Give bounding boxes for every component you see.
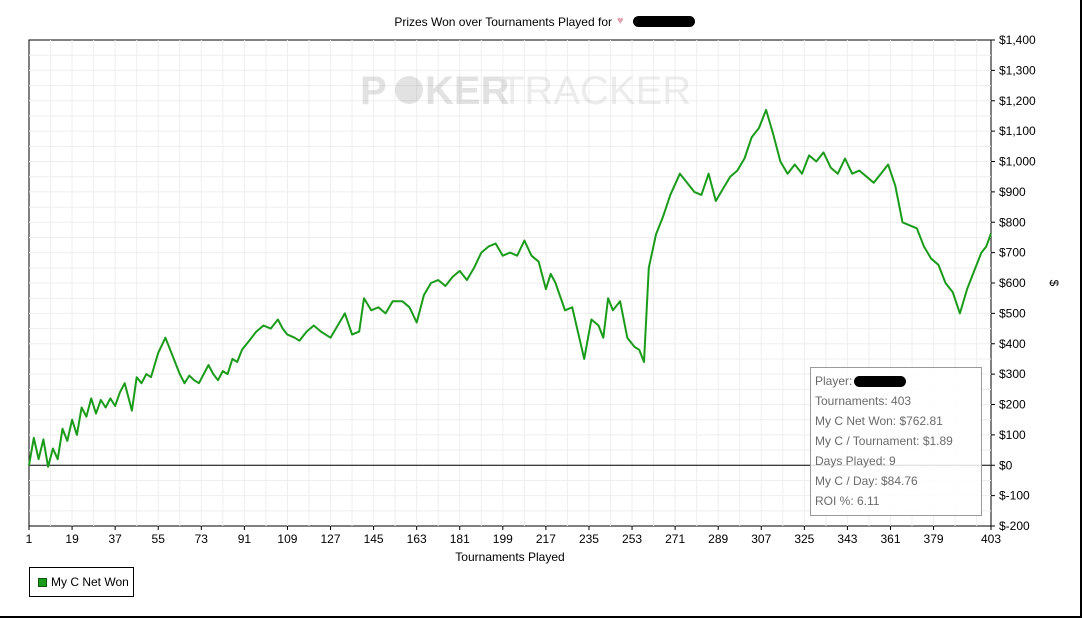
x-tick-label: 379 xyxy=(924,532,944,546)
y-axis-ticks: $-200 $-100 $0 $100 $200 $300 $400 $500 $600 $700… xyxy=(991,33,1036,533)
stat-player: Player: xyxy=(815,371,981,391)
grid-lines xyxy=(29,40,991,526)
y-tick-label: $100 xyxy=(999,428,1026,442)
y-tick-label: $400 xyxy=(999,337,1026,351)
x-tick-label: 199 xyxy=(493,532,513,546)
x-tick-label: 325 xyxy=(794,532,814,546)
stat-days-played: Days Played: 9 xyxy=(815,454,896,468)
x-tick-label: 55 xyxy=(152,532,166,546)
y-tick-label: $900 xyxy=(999,185,1026,199)
legend: My C Net Won xyxy=(29,567,134,597)
stat-net-won: My C Net Won: $762.81 xyxy=(815,414,943,428)
y-tick-label: $200 xyxy=(999,398,1026,412)
y-tick-label: $0 xyxy=(999,458,1013,472)
x-tick-label: 19 xyxy=(65,532,79,546)
y-tick-label: $-200 xyxy=(999,519,1030,533)
stat-roi: ROI %: 6.11 xyxy=(815,494,880,508)
y-axis-title: $ xyxy=(1047,280,1061,287)
watermark-text-1: P xyxy=(360,69,387,113)
x-tick-label: 343 xyxy=(837,532,857,546)
redacted-player-name xyxy=(854,376,907,388)
stat-player-label: Player: xyxy=(815,374,853,388)
y-tick-label: $1,200 xyxy=(999,94,1036,108)
x-tick-label: 181 xyxy=(450,532,470,546)
series-line-my-c-net-won xyxy=(28,108,992,468)
x-tick-label: 253 xyxy=(622,532,642,546)
x-axis-title: Tournaments Played xyxy=(455,550,564,564)
legend-label: My C Net Won xyxy=(51,575,129,589)
x-tick-label: 163 xyxy=(407,532,427,546)
stat-per-day: My C / Day: $84.76 xyxy=(815,474,918,488)
watermark-text-3: TRACKER xyxy=(500,69,691,113)
x-tick-label: 271 xyxy=(665,532,685,546)
watermark-text-2: KER xyxy=(425,69,510,113)
y-tick-label: $500 xyxy=(999,306,1026,320)
flag-icon: ♥ xyxy=(617,15,624,27)
y-tick-label: $300 xyxy=(999,367,1026,381)
x-tick-label: 217 xyxy=(536,532,556,546)
x-tick-label: 1 xyxy=(26,532,33,546)
watermark: P KER TRACKER xyxy=(360,69,691,113)
y-tick-label: $-100 xyxy=(999,489,1030,503)
x-tick-label: 37 xyxy=(108,532,122,546)
stat-tournaments: Tournaments: 403 xyxy=(815,394,912,408)
y-tick-label: $800 xyxy=(999,215,1026,229)
stat-per-tournament: My C / Tournament: $1.89 xyxy=(815,434,953,448)
y-tick-label: $1,100 xyxy=(999,124,1036,138)
y-tick-label: $700 xyxy=(999,246,1026,260)
y-tick-label: $1,300 xyxy=(999,63,1036,77)
x-tick-label: 307 xyxy=(751,532,771,546)
x-tick-label: 145 xyxy=(364,532,384,546)
legend-swatch-icon xyxy=(38,577,47,587)
x-tick-label: 361 xyxy=(880,532,900,546)
redacted-player-name xyxy=(633,16,695,27)
x-axis-ticks: 1 19 37 55 73 91 109 127 145 163 181 199 217 235 253 27… xyxy=(26,526,1001,546)
x-tick-label: 235 xyxy=(579,532,599,546)
y-tick-label: $1,000 xyxy=(999,155,1036,169)
x-tick-label: 91 xyxy=(238,532,252,546)
x-tick-label: 127 xyxy=(321,532,341,546)
x-tick-label: 403 xyxy=(981,532,1001,546)
x-tick-label: 289 xyxy=(708,532,728,546)
watermark-chip-icon xyxy=(395,76,423,104)
stats-box: Player: Tournaments: 403 My C Net Won: $… xyxy=(810,367,982,516)
x-tick-label: 73 xyxy=(195,532,209,546)
y-tick-label: $600 xyxy=(999,276,1026,290)
y-tick-label: $1,400 xyxy=(999,33,1036,47)
x-tick-label: 109 xyxy=(277,532,297,546)
chart-title: Prizes Won over Tournaments Played for xyxy=(394,15,612,29)
